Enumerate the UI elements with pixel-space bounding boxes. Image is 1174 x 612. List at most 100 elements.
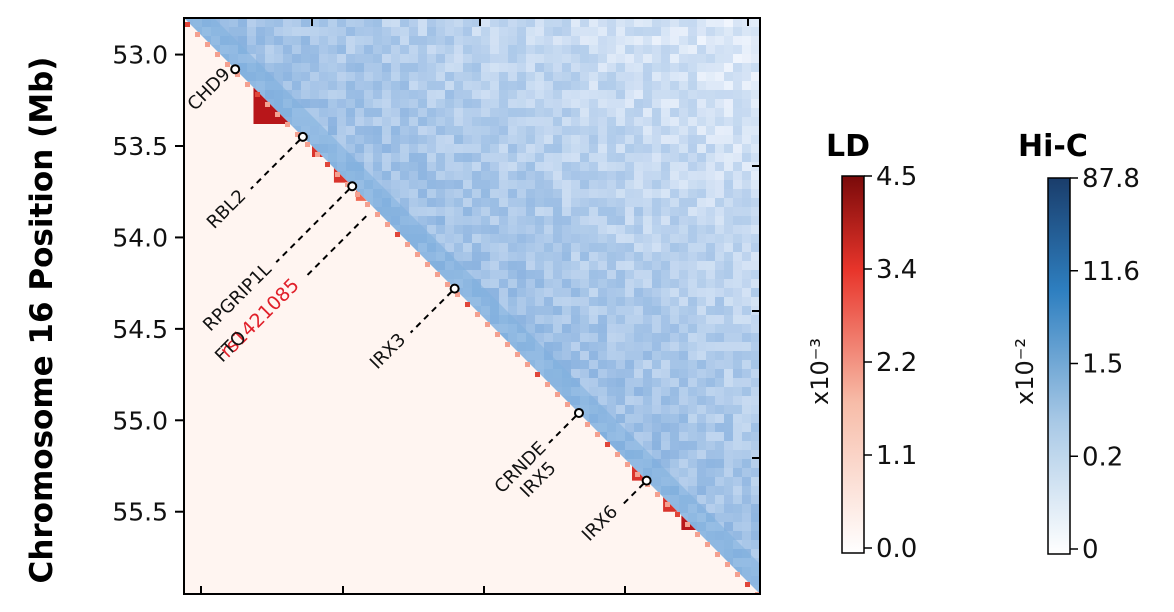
hic-cell — [526, 72, 535, 81]
hic-cell — [670, 189, 679, 198]
hic-cell — [661, 162, 670, 171]
hic-cell — [373, 135, 382, 144]
hic-cell — [445, 135, 454, 144]
hic-cell — [697, 144, 706, 153]
hic-cell — [562, 126, 571, 135]
hic-cell — [409, 180, 418, 189]
hic-cell — [598, 396, 607, 405]
hic-cell — [643, 180, 652, 189]
hic-cell — [679, 369, 688, 378]
hic-cell — [616, 252, 625, 261]
hic-cell — [472, 270, 481, 279]
hic-cell — [670, 216, 679, 225]
hic-cell — [508, 72, 517, 81]
hic-cell — [418, 171, 427, 180]
hic-cell — [508, 81, 517, 90]
hic-cell — [571, 81, 580, 90]
hic-cell — [391, 99, 400, 108]
hic-cell — [283, 63, 292, 72]
hic-cell — [715, 486, 724, 495]
hic-cell — [742, 297, 751, 306]
hic-cell — [625, 405, 634, 414]
hic-cell — [562, 54, 571, 63]
hic-cell — [697, 36, 706, 45]
hic-cell — [706, 45, 715, 54]
hic-cell — [481, 180, 490, 189]
ld-diagonal-cell — [565, 402, 570, 407]
hic-cell — [724, 27, 733, 36]
hic-cell — [337, 99, 346, 108]
hic-cell — [643, 198, 652, 207]
hic-cell — [463, 153, 472, 162]
hic-cell — [562, 162, 571, 171]
hic-cell — [400, 54, 409, 63]
hic-cell — [634, 189, 643, 198]
hic-cell — [697, 135, 706, 144]
hic-cell — [562, 99, 571, 108]
hic-cell — [328, 27, 337, 36]
hic-cell — [400, 72, 409, 81]
hic-cell — [733, 513, 742, 522]
hic-cell — [526, 36, 535, 45]
hic-cell — [724, 468, 733, 477]
hic-cell — [661, 396, 670, 405]
hic-cell — [625, 135, 634, 144]
hic-cell — [733, 477, 742, 486]
ld-colorbar-title: LD — [826, 129, 870, 164]
hic-cell — [337, 90, 346, 99]
hic-cell — [697, 459, 706, 468]
hic-cell — [454, 72, 463, 81]
hic-cell — [688, 90, 697, 99]
hic-cell — [319, 108, 328, 117]
hic-cell — [553, 54, 562, 63]
hic-cell — [742, 486, 751, 495]
hic-cell — [553, 63, 562, 72]
hic-cell — [715, 378, 724, 387]
hic-cell — [598, 126, 607, 135]
hic-cell — [418, 216, 427, 225]
hic-cell — [427, 162, 436, 171]
hic-cell — [634, 252, 643, 261]
hic-cell — [661, 450, 670, 459]
hic-cell — [751, 297, 760, 306]
hic-cell — [328, 63, 337, 72]
hic-cell — [670, 162, 679, 171]
hic-cell — [715, 189, 724, 198]
hic-cell — [436, 108, 445, 117]
hic-cell — [742, 333, 751, 342]
hic-cell — [517, 315, 526, 324]
hic-cell — [661, 216, 670, 225]
hic-cell — [751, 270, 760, 279]
hic-cell — [715, 351, 724, 360]
hic-cell — [742, 207, 751, 216]
hic-cell — [697, 243, 706, 252]
hic-cell — [454, 180, 463, 189]
hic-cell — [652, 153, 661, 162]
hic-cell — [310, 99, 319, 108]
hic-cell — [688, 468, 697, 477]
hic-cell — [553, 81, 562, 90]
hic-cell — [427, 81, 436, 90]
hic-cell — [634, 45, 643, 54]
hic-cell — [652, 207, 661, 216]
hic-cell — [346, 90, 355, 99]
hic-cell — [742, 522, 751, 531]
hic-cell — [643, 27, 652, 36]
hic-cell — [445, 198, 454, 207]
hic-cell — [571, 351, 580, 360]
hic-cell — [346, 117, 355, 126]
hic-cell — [454, 126, 463, 135]
hic-cell — [562, 324, 571, 333]
hic-cell — [634, 153, 643, 162]
hic-cell — [472, 243, 481, 252]
hic-cell — [445, 189, 454, 198]
hic-cell — [373, 27, 382, 36]
hic-cell — [616, 153, 625, 162]
hic-cell — [454, 207, 463, 216]
hic-cell — [616, 234, 625, 243]
hic-cell — [445, 18, 454, 27]
hic-cell — [364, 144, 373, 153]
hic-cell — [733, 288, 742, 297]
hic-cell — [688, 54, 697, 63]
hic-cell — [346, 72, 355, 81]
